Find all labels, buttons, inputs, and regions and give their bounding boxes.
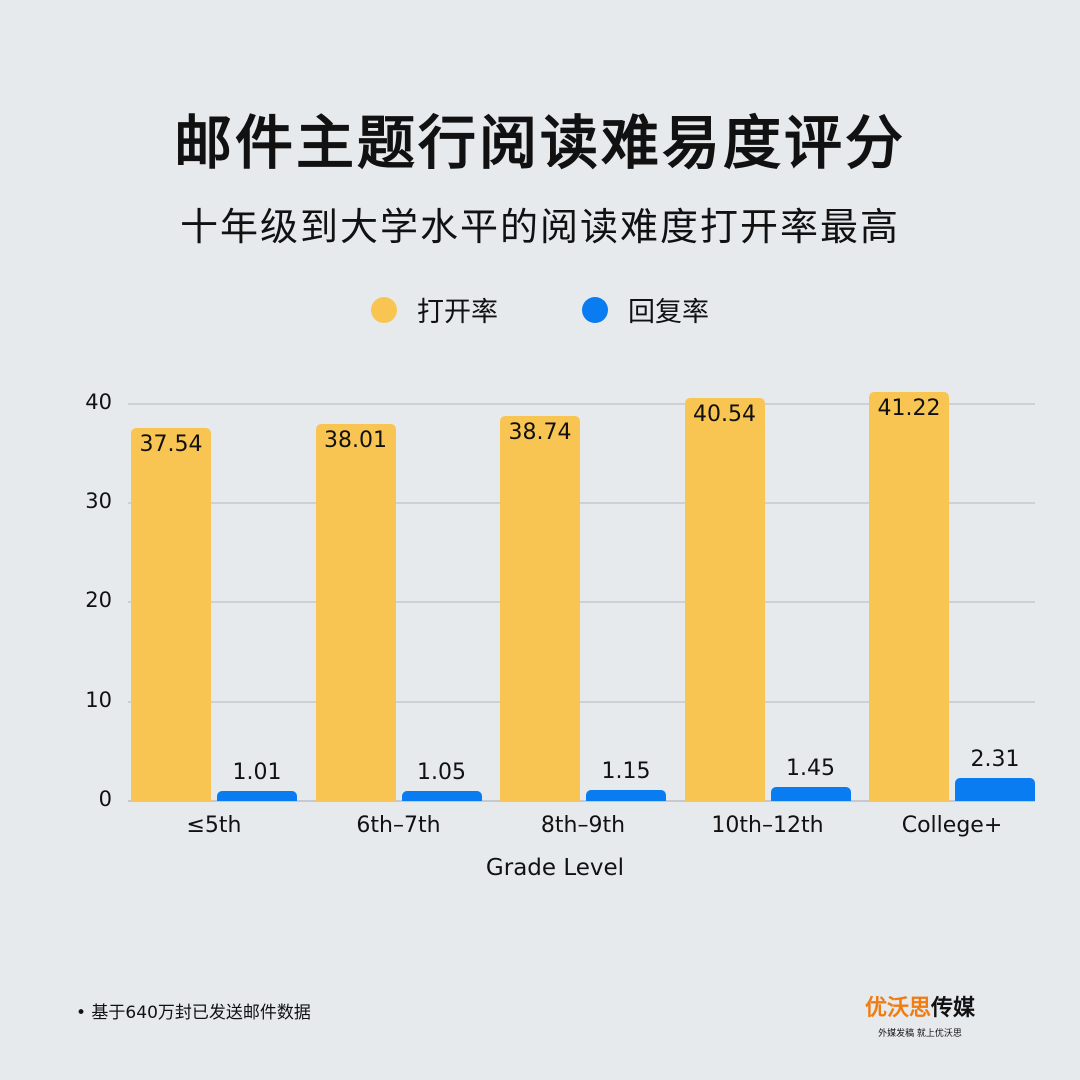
data-label: 37.54 bbox=[139, 432, 203, 458]
brand-logo: 优沃思传媒 外媒发稿 就上优沃思 bbox=[855, 990, 985, 1039]
legend: 打开率 回复率 bbox=[0, 290, 1080, 329]
bar-reply-rate bbox=[586, 789, 666, 801]
data-label: 1.05 bbox=[417, 759, 466, 785]
bar-reply-rate bbox=[955, 778, 1035, 801]
x-tick-label: 10th–12th bbox=[711, 813, 824, 838]
data-label: 1.15 bbox=[601, 758, 651, 784]
y-tick-label: 0 bbox=[98, 787, 112, 811]
chart-subtitle: 十年级到大学水平的阅读难度打开率最高 bbox=[179, 205, 900, 249]
bar-reply-rate bbox=[770, 786, 851, 801]
bar-open-rate bbox=[684, 398, 765, 801]
legend-label: 回复率 bbox=[628, 297, 709, 328]
legend-item-reply-rate: 回复率 bbox=[582, 290, 709, 329]
data-label: 1.45 bbox=[786, 755, 835, 781]
data-label: 38.74 bbox=[508, 420, 572, 446]
gridline bbox=[128, 502, 1035, 505]
y-tick-label: 10 bbox=[85, 687, 112, 712]
brand-name: 优沃思传媒 bbox=[864, 995, 976, 1021]
y-tick-label: 40 bbox=[85, 389, 112, 414]
footnote: • 基于640万封已发送邮件数据 bbox=[76, 1003, 311, 1023]
data-label: 1.01 bbox=[232, 759, 282, 785]
bar-open-rate bbox=[315, 423, 396, 801]
legend-dot-open-rate-icon bbox=[371, 296, 397, 323]
x-tick-label: ≤5th bbox=[186, 813, 242, 838]
legend-item-open-rate: 打开率 bbox=[371, 290, 498, 329]
x-axis-line bbox=[128, 800, 1035, 802]
bar-open-rate bbox=[869, 391, 949, 801]
gridline bbox=[128, 402, 1035, 405]
x-tick-label: College+ bbox=[901, 813, 1003, 838]
x-tick-label: 8th–9th bbox=[540, 813, 626, 838]
y-tick-label: 20 bbox=[85, 588, 112, 613]
data-label: 40.54 bbox=[693, 402, 756, 428]
brand-tagline: 外媒发稿 就上优沃思 bbox=[878, 1029, 962, 1039]
data-label: 2.31 bbox=[970, 747, 1020, 773]
gridline bbox=[128, 601, 1035, 604]
x-tick-label: 6th–7th bbox=[356, 813, 441, 838]
y-tick-label: 30 bbox=[85, 489, 112, 514]
bar-reply-rate bbox=[401, 790, 482, 801]
bar-reply-rate bbox=[217, 790, 297, 801]
legend-label: 打开率 bbox=[417, 297, 498, 328]
bar-open-rate bbox=[131, 428, 211, 801]
data-label: 41.22 bbox=[877, 395, 941, 421]
chart-title: 邮件主题行阅读难易度评分 bbox=[173, 109, 906, 177]
data-label: 38.01 bbox=[324, 427, 387, 453]
bar-open-rate bbox=[500, 416, 580, 801]
x-axis-label: Grade Level bbox=[485, 855, 625, 881]
legend-dot-reply-rate-icon bbox=[582, 296, 608, 323]
gridline bbox=[128, 700, 1035, 703]
